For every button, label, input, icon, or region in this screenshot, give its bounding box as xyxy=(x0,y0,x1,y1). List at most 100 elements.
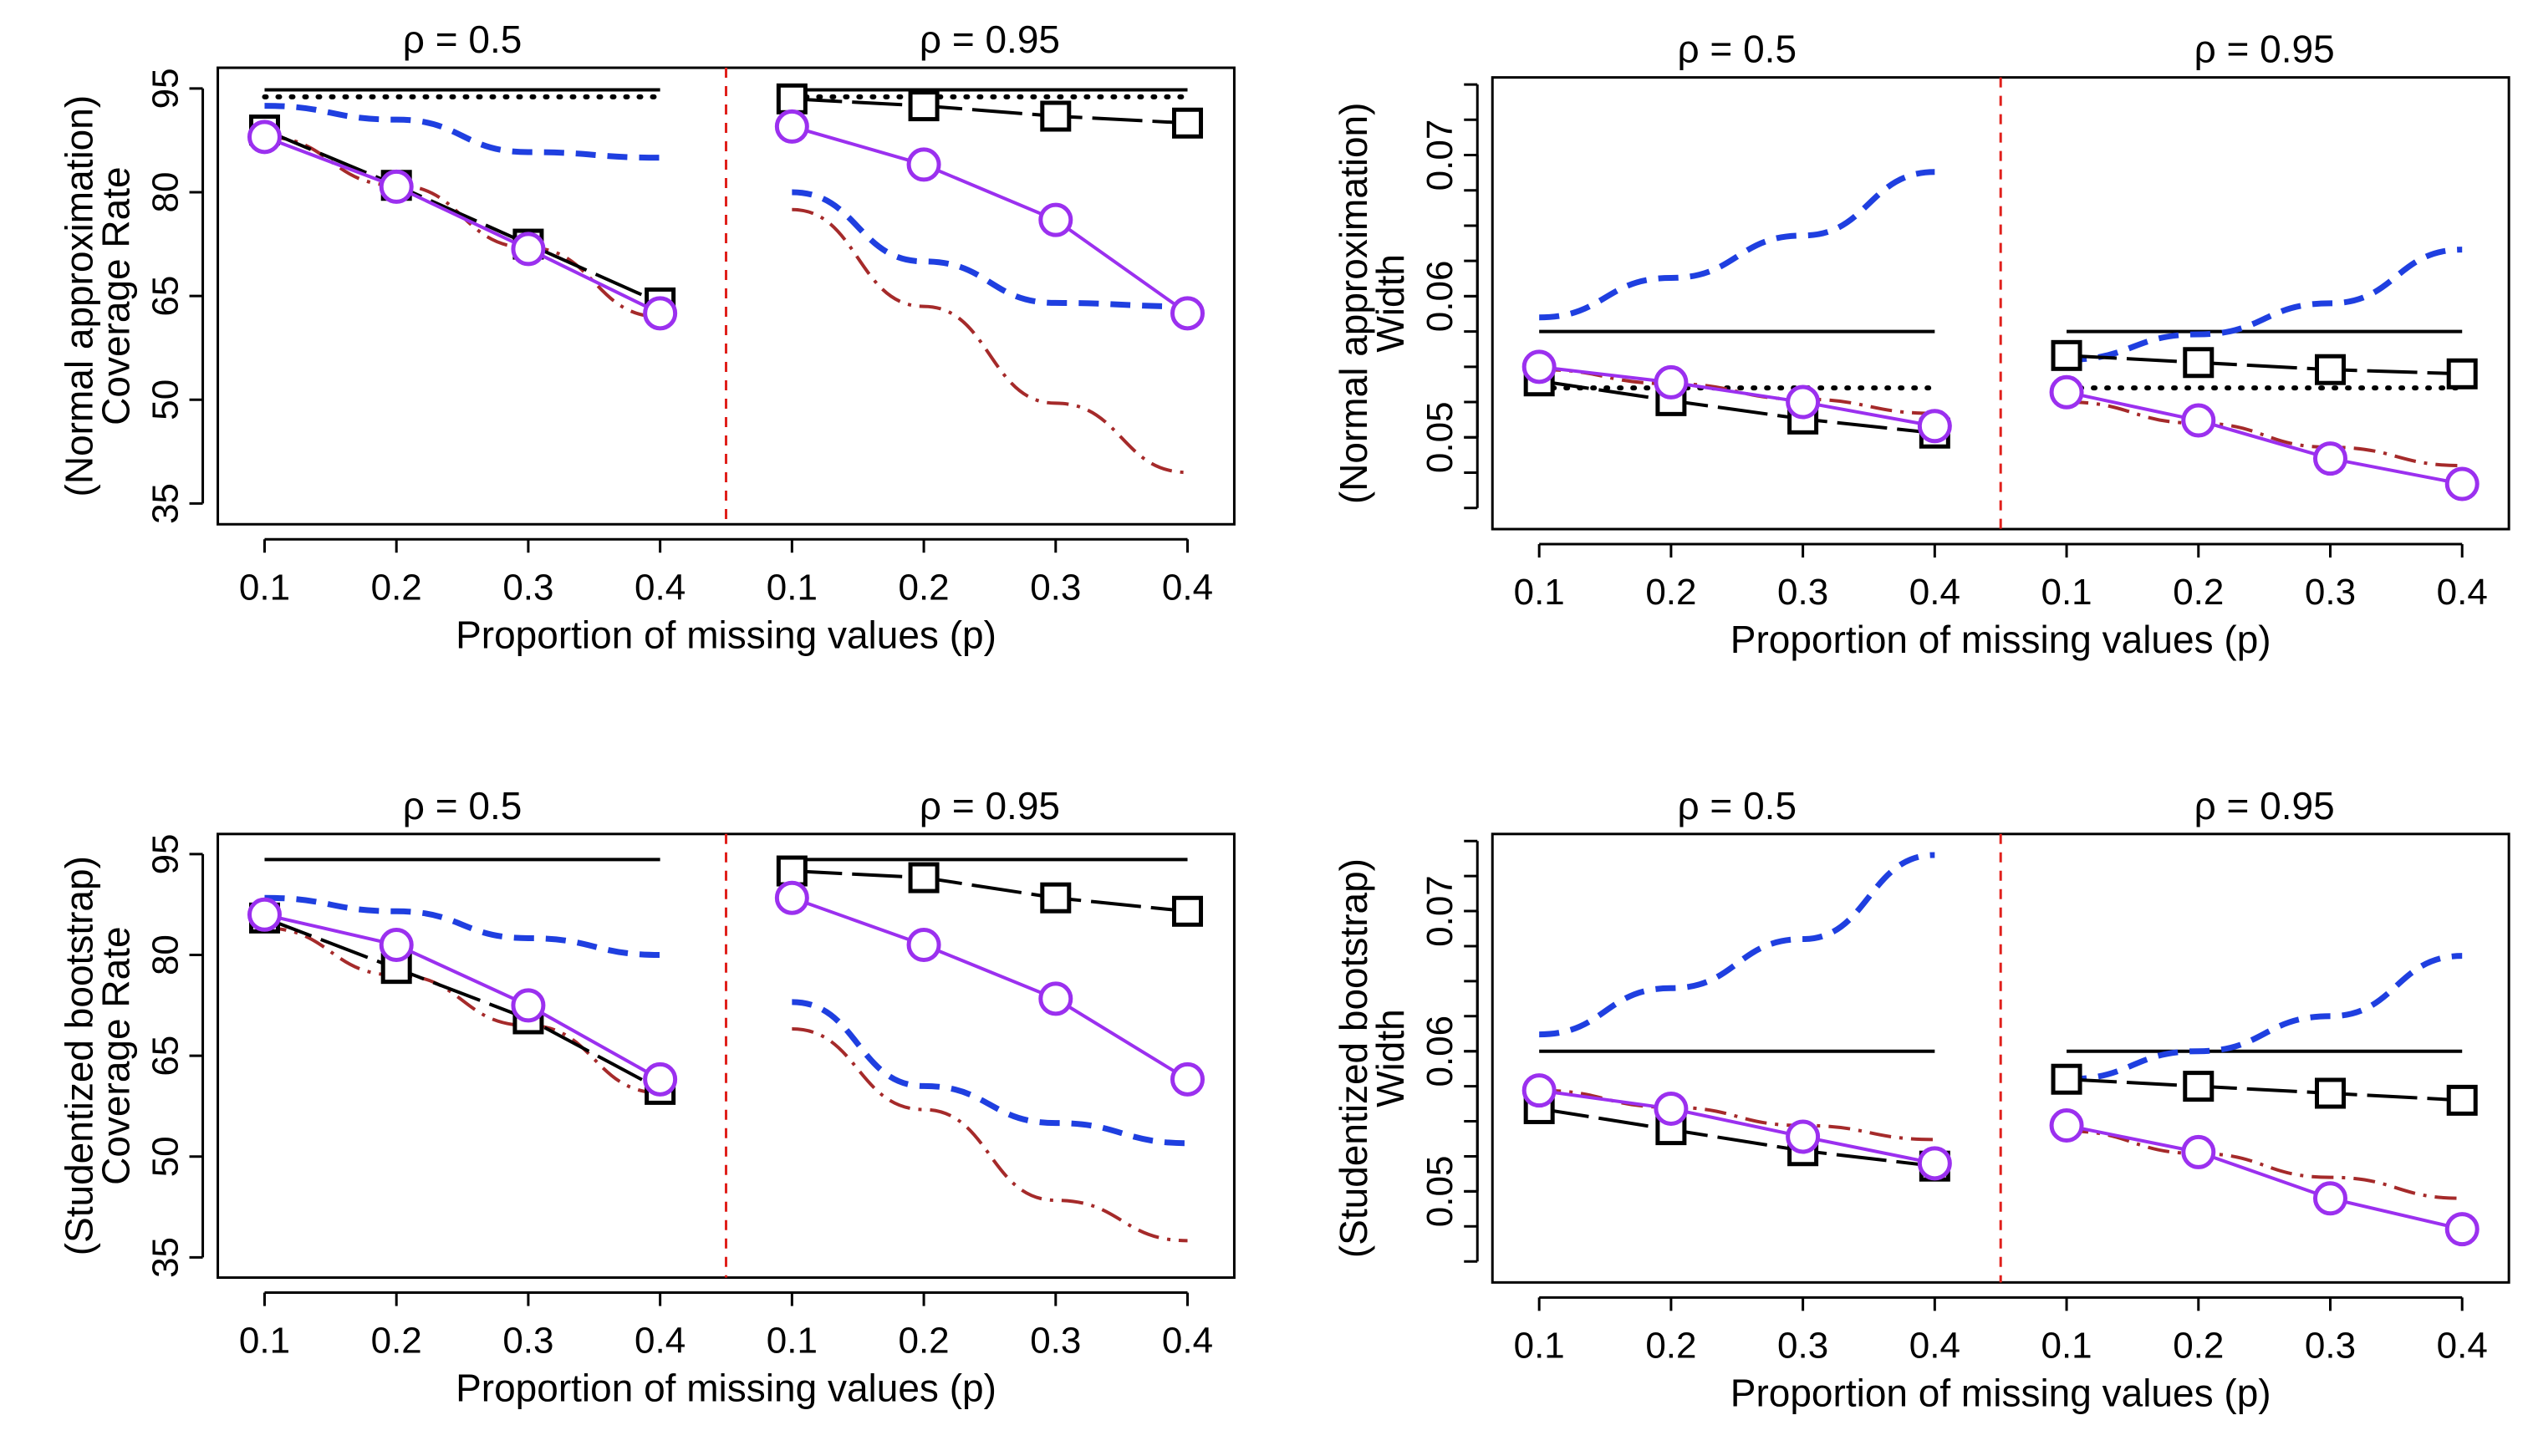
series-line-black-squares xyxy=(1538,1107,1935,1168)
series-line-blue-dashed xyxy=(792,189,1188,310)
y-tick-label: 95 xyxy=(145,68,186,109)
x-tick-label: 0.4 xyxy=(2437,572,2488,613)
y-axis-label: Coverage Rate xyxy=(94,926,138,1184)
x-tick-label: 0.3 xyxy=(502,567,553,608)
marker-circle xyxy=(1170,1061,1205,1097)
y-tick-label: 0.07 xyxy=(1419,120,1460,191)
series-line-black-squares xyxy=(1538,379,1935,435)
marker-circle xyxy=(1038,202,1073,237)
x-tick-label: 0.1 xyxy=(767,567,818,608)
x-tick-label: 0.2 xyxy=(2173,1325,2224,1366)
series-line-black-squares xyxy=(2066,354,2463,376)
series-line-blue-dashed xyxy=(2067,247,2463,363)
marker-circle xyxy=(2444,1212,2480,1247)
series-line-purple-circles xyxy=(791,896,1189,1082)
group-title: ρ = 0.95 xyxy=(2194,784,2335,827)
marker-circle xyxy=(2444,466,2480,501)
series-line-purple-circles xyxy=(1538,1088,1935,1165)
x-tick-label: 0.2 xyxy=(898,1321,949,1362)
x-tick-label: 0.1 xyxy=(1514,572,1565,613)
x-tick-label: 0.1 xyxy=(1514,1325,1565,1366)
marker-circle xyxy=(1654,364,1689,400)
series-line-purple-circles xyxy=(2066,1123,2463,1231)
x-axis-label: Proportion of missing values (p) xyxy=(456,613,996,656)
chart-panel-bottom-left: ρ = 0.5 ρ = 0.95 0.1 0.2 0.3 0.4 0.1 0.2 0.3 0.4 P… xyxy=(58,784,1236,1410)
marker-circle xyxy=(1917,1146,1952,1181)
marker-square xyxy=(2051,1063,2082,1095)
group-title: ρ = 0.5 xyxy=(403,784,522,827)
x-tick-label: 0.1 xyxy=(2041,1325,2092,1366)
y-axis-label: Width xyxy=(1368,1009,1412,1107)
y-tick-label: 35 xyxy=(145,483,186,524)
y-axis-label: Coverage Rate xyxy=(94,166,138,425)
marker-square xyxy=(1040,100,1072,132)
x-tick-label: 0.1 xyxy=(2041,572,2092,613)
series-line-brown-dashdot xyxy=(264,135,660,318)
series-line-black-squares xyxy=(792,97,1188,125)
marker-circle xyxy=(2181,1134,2216,1169)
marker-circle xyxy=(379,927,414,962)
series-line-black-squares xyxy=(2066,1077,2463,1102)
y-tick-label: 0.05 xyxy=(1419,1156,1460,1228)
x-tick-label: 0.2 xyxy=(371,567,422,608)
group-title: ρ = 0.5 xyxy=(1677,784,1797,827)
marker-circle xyxy=(247,897,282,932)
marker-square xyxy=(2183,347,2215,379)
marker-square xyxy=(2314,354,2346,385)
series-line-black-squares xyxy=(263,916,661,1092)
group-title: ρ = 0.95 xyxy=(2194,28,2335,71)
series-line-brown-dashdot xyxy=(792,1027,1188,1243)
marker-circle xyxy=(906,147,941,182)
x-axis-label: Proportion of missing values (p) xyxy=(1730,1371,2271,1414)
y-tick-label: 0.07 xyxy=(1419,875,1460,947)
y-tick-label: 80 xyxy=(145,172,186,213)
x-tick-label: 0.2 xyxy=(371,1321,422,1362)
marker-circle xyxy=(2181,403,2216,438)
marker-circle xyxy=(1786,384,1821,420)
group-title: ρ = 0.5 xyxy=(1677,28,1797,71)
method-label: (Studentized bootstrap) xyxy=(58,856,101,1255)
marker-square xyxy=(1040,882,1072,914)
marker-circle xyxy=(2049,374,2084,410)
y-tick-label: 0.06 xyxy=(1419,261,1460,333)
series-line-blue-dashed xyxy=(2067,953,2463,1082)
x-tick-label: 0.2 xyxy=(898,567,949,608)
marker-circle xyxy=(643,1061,678,1097)
marker-circle xyxy=(643,296,678,331)
series-line-purple-circles xyxy=(2066,390,2463,486)
x-tick-label: 0.3 xyxy=(2305,572,2356,613)
y-tick-label: 35 xyxy=(145,1237,186,1278)
x-tick-label: 0.4 xyxy=(635,1321,686,1362)
marker-square xyxy=(1172,107,1204,139)
x-tick-label: 0.3 xyxy=(1777,1325,1828,1366)
y-tick-label: 50 xyxy=(145,1136,186,1177)
series-line-blue-dashed xyxy=(264,894,660,959)
group-title: ρ = 0.5 xyxy=(403,18,522,61)
x-tick-label: 0.1 xyxy=(239,567,290,608)
x-tick-label: 0.2 xyxy=(1645,1325,1696,1366)
series-line-brown-dashdot xyxy=(2067,400,2463,468)
x-tick-label: 0.3 xyxy=(2305,1325,2356,1366)
series-line-purple-circles xyxy=(1538,364,1935,428)
series-line-black-squares xyxy=(792,869,1188,914)
y-tick-label: 0.05 xyxy=(1419,401,1460,473)
marker-square xyxy=(2183,1071,2215,1102)
series-line-purple-circles xyxy=(264,913,661,1082)
chart-panel-top-right: ρ = 0.5 ρ = 0.95 0.1 0.2 0.3 0.4 0.1 0.2 0.3 0.4 P… xyxy=(1332,28,2510,661)
x-tick-label: 0.3 xyxy=(1030,567,1081,608)
x-tick-label: 0.4 xyxy=(635,567,686,608)
y-tick-label: 50 xyxy=(145,379,186,420)
marker-circle xyxy=(906,927,941,962)
chart-panel-top-left: ρ = 0.5 ρ = 0.95 0.1 0.2 0.3 0.4 0.1 0.2 0.3 0.4 P… xyxy=(58,18,1236,656)
marker-circle xyxy=(2312,441,2347,476)
x-tick-label: 0.1 xyxy=(239,1321,290,1362)
series-line-purple-circles xyxy=(263,135,661,315)
marker-square xyxy=(908,90,940,122)
series-line-blue-dashed xyxy=(792,999,1188,1147)
marker-circle xyxy=(774,880,809,915)
marker-circle xyxy=(1917,409,1952,444)
marker-square xyxy=(2446,358,2478,389)
x-tick-label: 0.3 xyxy=(1030,1321,1081,1362)
marker-square xyxy=(776,855,808,887)
